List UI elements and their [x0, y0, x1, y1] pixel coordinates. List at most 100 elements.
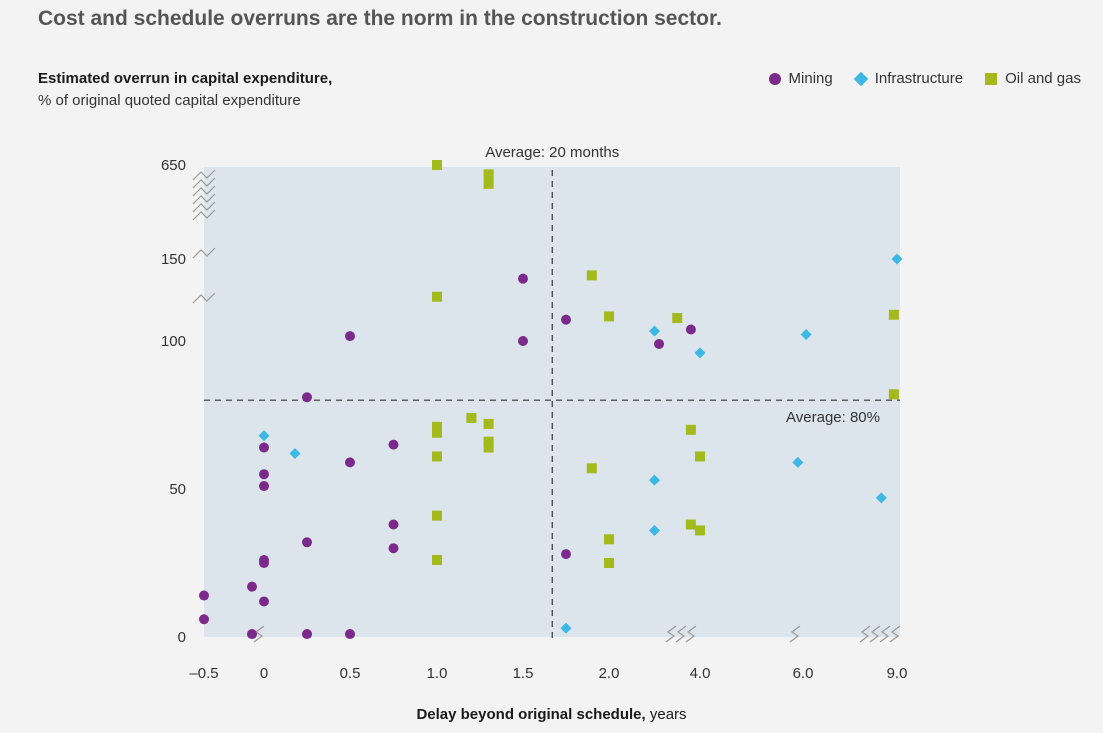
data-point-oil-and-gas [483, 178, 494, 189]
axis-break-icon [192, 177, 216, 189]
data-point-mining [518, 273, 528, 284]
x-tick-label: 4.0 [690, 665, 711, 682]
x-tick-label: 1.0 [427, 665, 448, 682]
data-point-oil-and-gas [483, 418, 494, 429]
data-point-infrastructure [792, 456, 804, 468]
data-point-oil-and-gas [685, 424, 696, 435]
data-point-mining [561, 549, 571, 560]
data-point-mining [345, 457, 355, 468]
data-point-mining [302, 537, 312, 548]
y-tick-label: 650 [161, 157, 186, 174]
legend-item-infrastructure: Infrastructure [853, 70, 964, 87]
data-point-mining [259, 481, 269, 492]
data-point-mining [247, 581, 257, 592]
data-point-mining [199, 590, 209, 601]
data-point-oil-and-gas [432, 555, 442, 566]
data-point-infrastructure [649, 524, 660, 536]
data-point-mining [388, 439, 399, 450]
x-tick-label: 2.0 [599, 665, 620, 682]
x-axis-title: Delay beyond original schedule, years [0, 706, 1103, 723]
axis-break-icon [675, 625, 687, 643]
data-point-infrastructure [258, 430, 270, 442]
circle-marker-icon [768, 72, 781, 85]
axis-break-icon [789, 625, 801, 643]
data-point-mining [199, 614, 209, 625]
data-point-oil-and-gas [483, 436, 494, 447]
x-tick-label: –0.5 [189, 665, 218, 682]
data-point-mining [388, 519, 399, 530]
data-point-mining [302, 392, 312, 403]
axis-break-icon [192, 209, 216, 221]
axis-break-icon [685, 625, 697, 643]
axis-break-icon [192, 193, 216, 205]
axis-break-icon [192, 201, 216, 213]
data-point-mining [259, 442, 269, 453]
legend: Mining Infrastructure Oil and gas [768, 70, 1081, 87]
legend-item-mining: Mining [768, 70, 833, 87]
data-point-oil-and-gas [672, 313, 683, 324]
data-point-oil-and-gas [432, 160, 442, 170]
x-tick-label: 0.5 [340, 665, 361, 682]
data-point-oil-and-gas [685, 519, 696, 530]
y-axis-title: Estimated overrun in capital expenditure… [38, 70, 333, 87]
data-point-oil-and-gas [432, 451, 442, 462]
y-tick-label: 100 [161, 333, 186, 350]
data-point-mining [345, 629, 355, 640]
y-tick-label: 0 [178, 629, 186, 646]
average-y-label: Average: 80% [786, 409, 880, 426]
data-point-oil-and-gas [888, 389, 899, 400]
axis-break-icon [665, 625, 677, 643]
axis-break-icon [192, 292, 216, 304]
data-point-oil-and-gas [604, 534, 614, 545]
x-axis-title-unit: years [645, 706, 687, 723]
data-point-oil-and-gas [432, 510, 442, 521]
chart-headline: Cost and schedule overruns are the norm … [38, 7, 722, 30]
data-point-oil-and-gas [604, 311, 614, 322]
data-point-oil-and-gas [888, 309, 899, 320]
x-tick-label: 0 [260, 665, 268, 682]
square-marker-icon [985, 72, 998, 85]
axis-break-icon [253, 625, 265, 643]
legend-item-oil-gas: Oil and gas [985, 70, 1081, 87]
data-point-mining [302, 629, 312, 640]
x-axis-title-bold: Delay beyond original schedule, [416, 706, 646, 723]
data-point-mining [259, 596, 269, 607]
data-point-oil-and-gas [432, 421, 442, 432]
data-point-mining [259, 558, 269, 568]
x-tick-label: 6.0 [793, 665, 814, 682]
data-point-mining [345, 331, 355, 342]
data-point-mining [247, 629, 257, 640]
data-point-infrastructure [560, 622, 572, 634]
x-tick-label: 9.0 [887, 665, 908, 682]
axis-break-icon [859, 625, 871, 643]
data-point-infrastructure [649, 474, 660, 486]
data-point-infrastructure [800, 328, 812, 340]
axis-break-icon [192, 247, 216, 259]
axis-break-icon [879, 625, 891, 643]
y-tick-label: 150 [161, 251, 186, 268]
data-point-mining [561, 314, 571, 325]
average-x-label: Average: 20 months [485, 144, 619, 161]
legend-label-mining: Mining [788, 70, 833, 87]
data-point-infrastructure [891, 253, 903, 265]
y-axis-subtitle: % of original quoted capital expenditure [38, 92, 301, 109]
legend-label-infrastructure: Infrastructure [874, 70, 964, 87]
data-point-mining [685, 324, 696, 335]
data-point-infrastructure [875, 492, 887, 504]
x-tick-label: 1.5 [513, 665, 534, 682]
data-point-oil-and-gas [483, 442, 494, 453]
data-point-oil-and-gas [695, 451, 705, 462]
y-tick-label: 50 [169, 481, 186, 498]
data-point-infrastructure [694, 347, 706, 359]
data-point-oil-and-gas [483, 169, 494, 180]
axis-break-icon [869, 625, 881, 643]
data-point-oil-and-gas [586, 463, 597, 474]
data-point-oil-and-gas [466, 412, 477, 423]
data-point-oil-and-gas [695, 525, 705, 536]
legend-label-oil-gas: Oil and gas [1005, 70, 1081, 87]
data-point-mining [518, 336, 528, 346]
data-point-mining [654, 338, 665, 349]
data-point-mining [259, 469, 269, 480]
data-point-mining [388, 543, 399, 554]
